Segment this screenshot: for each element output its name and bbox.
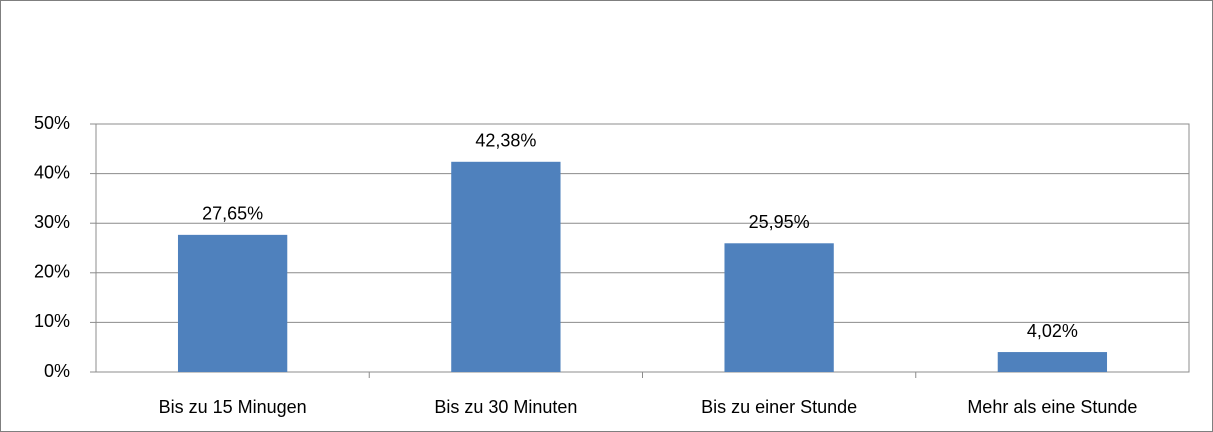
data-label: 25,95% bbox=[749, 212, 810, 232]
data-label: 4,02% bbox=[1027, 321, 1078, 341]
x-tick-label: Bis zu 15 Minugen bbox=[159, 397, 307, 417]
bar bbox=[997, 352, 1108, 372]
data-label: 42,38% bbox=[475, 131, 536, 151]
bar bbox=[177, 234, 288, 372]
y-tick-label: 30% bbox=[34, 212, 70, 232]
y-tick-label: 10% bbox=[34, 311, 70, 331]
x-tick-label: Bis zu 30 Minuten bbox=[434, 397, 577, 417]
x-tick-label: Bis zu einer Stunde bbox=[701, 397, 857, 417]
bar bbox=[451, 161, 561, 372]
y-tick-label: 50% bbox=[34, 113, 70, 133]
y-tick-label: 20% bbox=[34, 262, 70, 282]
y-tick-label: 0% bbox=[44, 361, 70, 381]
data-label: 27,65% bbox=[202, 204, 263, 224]
x-tick-label: Mehr als eine Stunde bbox=[967, 397, 1137, 417]
bar bbox=[724, 243, 834, 372]
y-tick-label: 40% bbox=[34, 162, 70, 182]
